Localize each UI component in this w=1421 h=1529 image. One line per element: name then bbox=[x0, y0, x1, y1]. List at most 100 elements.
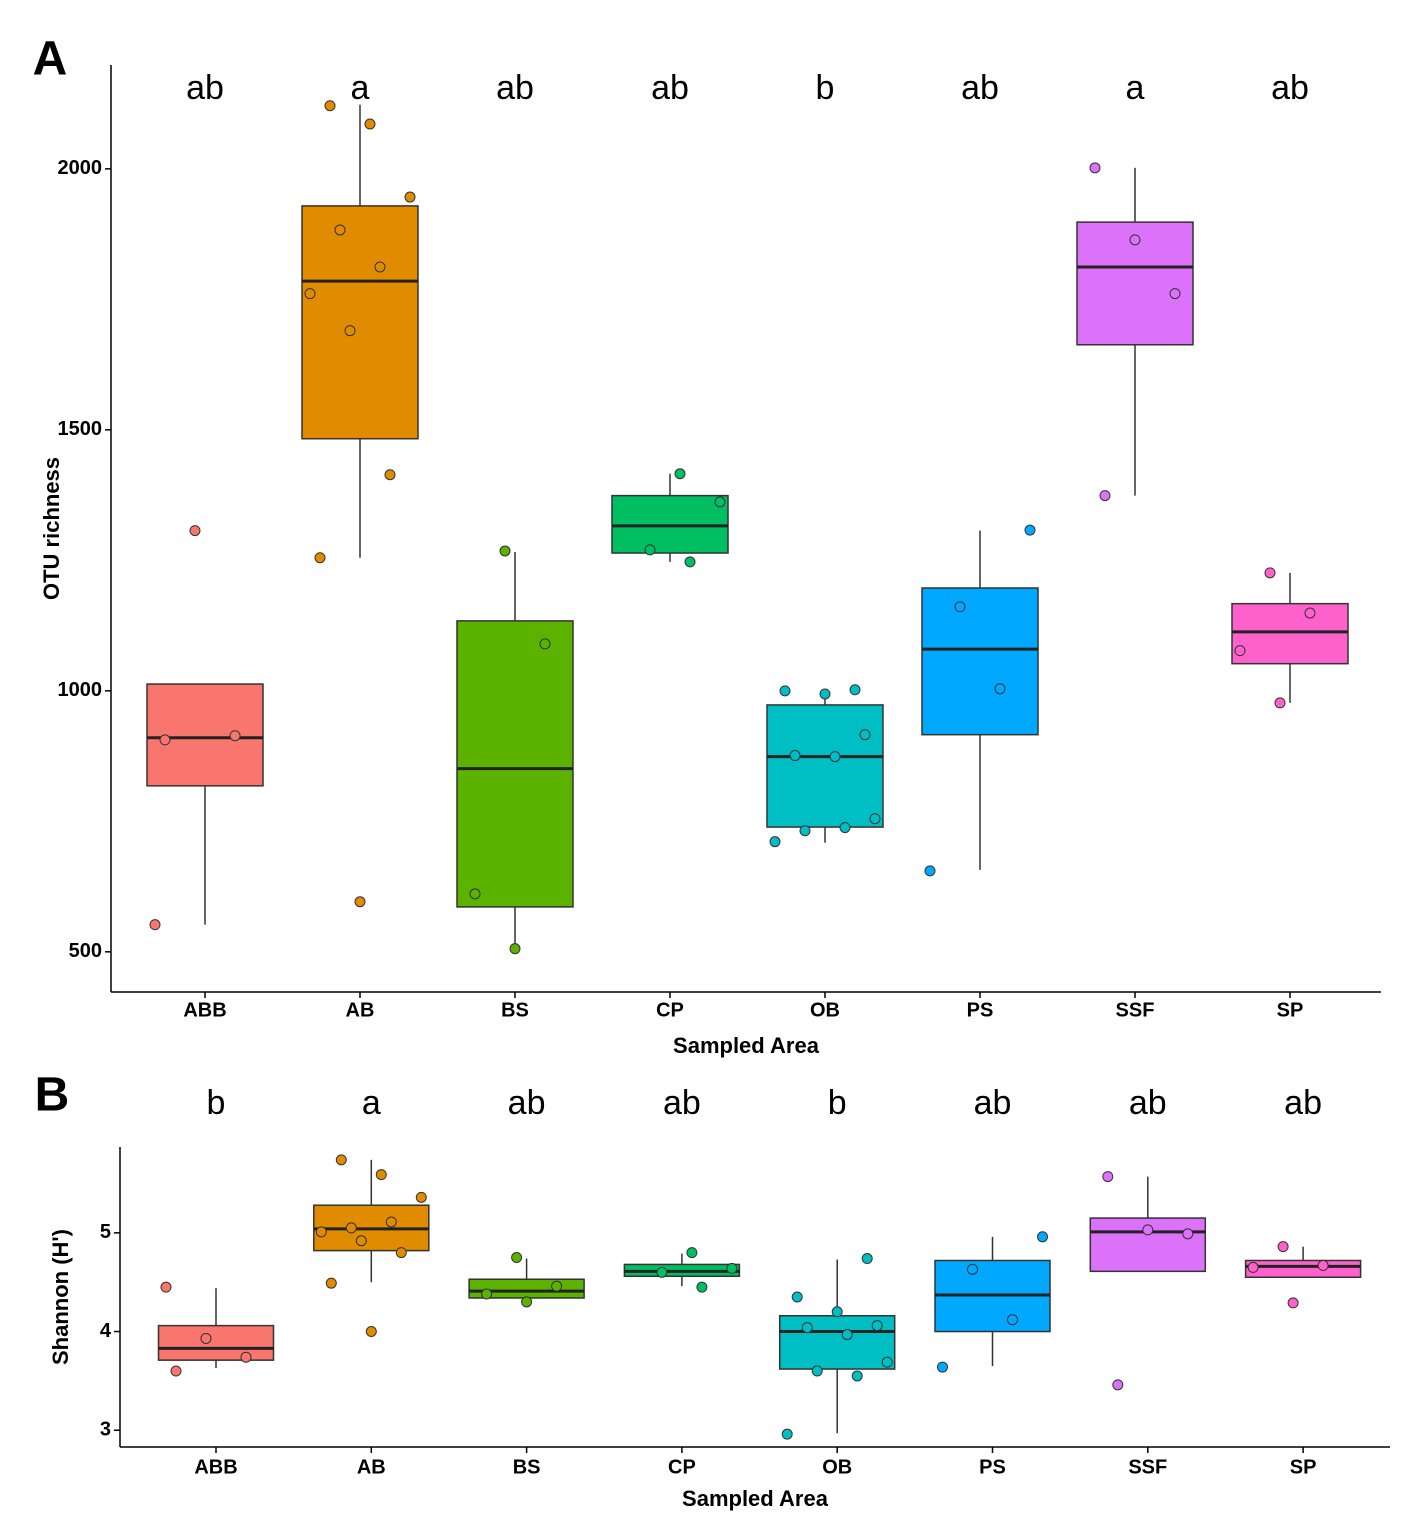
point bbox=[779, 685, 791, 697]
point bbox=[861, 1253, 873, 1265]
point bbox=[1234, 645, 1246, 657]
point bbox=[170, 1365, 182, 1377]
point bbox=[769, 836, 781, 848]
point bbox=[1169, 288, 1181, 300]
point bbox=[375, 1169, 387, 1181]
point bbox=[325, 1277, 337, 1289]
point bbox=[801, 1322, 813, 1334]
point bbox=[354, 896, 366, 908]
point bbox=[1247, 1261, 1259, 1273]
point bbox=[1129, 234, 1141, 246]
point bbox=[509, 943, 521, 955]
point bbox=[1099, 490, 1111, 502]
x-axis-title: Sampled Area bbox=[673, 1033, 820, 1058]
x-tick-label: ABB bbox=[194, 1456, 237, 1478]
point bbox=[315, 1226, 327, 1238]
group-letter: a bbox=[362, 1084, 381, 1122]
x-tick-label: SSF bbox=[1116, 999, 1155, 1021]
point bbox=[924, 865, 936, 877]
point bbox=[415, 1191, 427, 1203]
point bbox=[789, 750, 801, 762]
point bbox=[839, 822, 851, 834]
point bbox=[229, 730, 241, 742]
group-letter: ab bbox=[663, 1084, 701, 1122]
point bbox=[881, 1356, 893, 1368]
point bbox=[355, 1235, 367, 1247]
point bbox=[684, 556, 696, 568]
point bbox=[1007, 1314, 1018, 1326]
point bbox=[714, 496, 726, 508]
point bbox=[385, 1216, 397, 1228]
point bbox=[1089, 162, 1101, 174]
point bbox=[811, 1365, 823, 1377]
point bbox=[954, 601, 966, 613]
point bbox=[469, 888, 481, 900]
point bbox=[994, 683, 1006, 695]
point bbox=[345, 1222, 357, 1234]
point bbox=[674, 468, 686, 480]
point bbox=[1102, 1171, 1114, 1183]
y-axis-title: OTU richness bbox=[39, 457, 64, 600]
x-tick-label: SP bbox=[1290, 1456, 1317, 1478]
point bbox=[314, 552, 326, 564]
group-letter: b bbox=[828, 1084, 847, 1122]
y-tick-label: 4 bbox=[100, 1320, 112, 1342]
point bbox=[240, 1351, 252, 1363]
x-tick-label: PS bbox=[979, 1456, 1006, 1478]
point bbox=[726, 1262, 738, 1274]
point bbox=[849, 684, 861, 696]
point bbox=[404, 191, 416, 203]
panel-label: B bbox=[35, 1069, 70, 1122]
point bbox=[539, 638, 551, 650]
group-letter: ab bbox=[508, 1084, 546, 1122]
y-tick-label: 1000 bbox=[58, 679, 103, 701]
point bbox=[334, 224, 346, 236]
group-letter: ab bbox=[1284, 1084, 1322, 1122]
group-letter: a bbox=[351, 69, 370, 107]
point bbox=[1142, 1224, 1154, 1236]
point bbox=[686, 1247, 698, 1259]
point bbox=[819, 688, 831, 700]
panel-label: A bbox=[33, 33, 68, 86]
point bbox=[1287, 1297, 1299, 1309]
point bbox=[384, 469, 396, 481]
point bbox=[335, 1154, 347, 1166]
box bbox=[157, 1324, 275, 1361]
point bbox=[511, 1252, 523, 1264]
point bbox=[1037, 1231, 1048, 1243]
point bbox=[1264, 567, 1276, 579]
point bbox=[1277, 1241, 1289, 1253]
point bbox=[781, 1428, 793, 1440]
point bbox=[799, 825, 811, 837]
x-tick-label: BS bbox=[501, 999, 529, 1021]
point bbox=[304, 288, 316, 300]
group-letter: b bbox=[816, 69, 835, 107]
x-tick-label: CP bbox=[656, 999, 684, 1021]
group-letter: b bbox=[207, 1084, 226, 1122]
point bbox=[851, 1370, 863, 1382]
point bbox=[967, 1263, 978, 1275]
box bbox=[1244, 1259, 1362, 1279]
point bbox=[1274, 697, 1286, 709]
group-letter: ab bbox=[974, 1084, 1012, 1122]
x-tick-label: BS bbox=[513, 1456, 541, 1478]
point bbox=[499, 545, 511, 557]
point bbox=[831, 1306, 843, 1318]
point bbox=[656, 1266, 668, 1278]
point bbox=[159, 734, 171, 746]
x-tick-label: CP bbox=[668, 1456, 696, 1478]
y-tick-label: 1500 bbox=[58, 418, 103, 440]
point bbox=[791, 1291, 803, 1303]
group-letter: ab bbox=[186, 69, 224, 107]
point bbox=[1024, 524, 1036, 536]
y-tick-label: 2000 bbox=[58, 157, 103, 179]
box bbox=[301, 205, 419, 440]
y-tick-label: 5 bbox=[100, 1221, 111, 1243]
point bbox=[344, 325, 356, 337]
point bbox=[859, 729, 871, 741]
group-letter: ab bbox=[1271, 69, 1309, 107]
x-tick-label: AB bbox=[346, 999, 375, 1021]
point bbox=[937, 1361, 948, 1373]
point bbox=[829, 751, 841, 763]
point bbox=[481, 1288, 493, 1300]
